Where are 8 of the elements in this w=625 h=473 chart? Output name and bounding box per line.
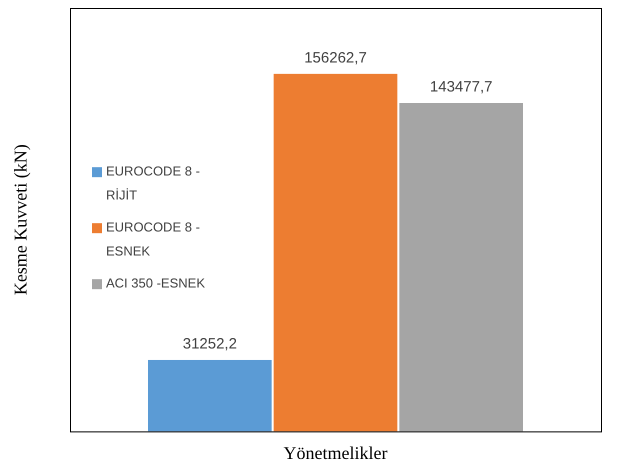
x-axis-title: Yönetmelikler bbox=[284, 442, 388, 463]
legend-label: EUROCODE 8 - ESNEK bbox=[106, 220, 200, 259]
legend-label: ACI 350 -ESNEK bbox=[106, 276, 206, 291]
data-label: 156262,7 bbox=[304, 49, 367, 66]
legend-label: EUROCODE 8 - RİJİT bbox=[106, 164, 200, 203]
y-axis-title: Kesme Kuvveti (kN) bbox=[10, 144, 31, 296]
data-label: 143477,7 bbox=[430, 78, 492, 96]
data-label: 31252,2 bbox=[182, 336, 237, 353]
